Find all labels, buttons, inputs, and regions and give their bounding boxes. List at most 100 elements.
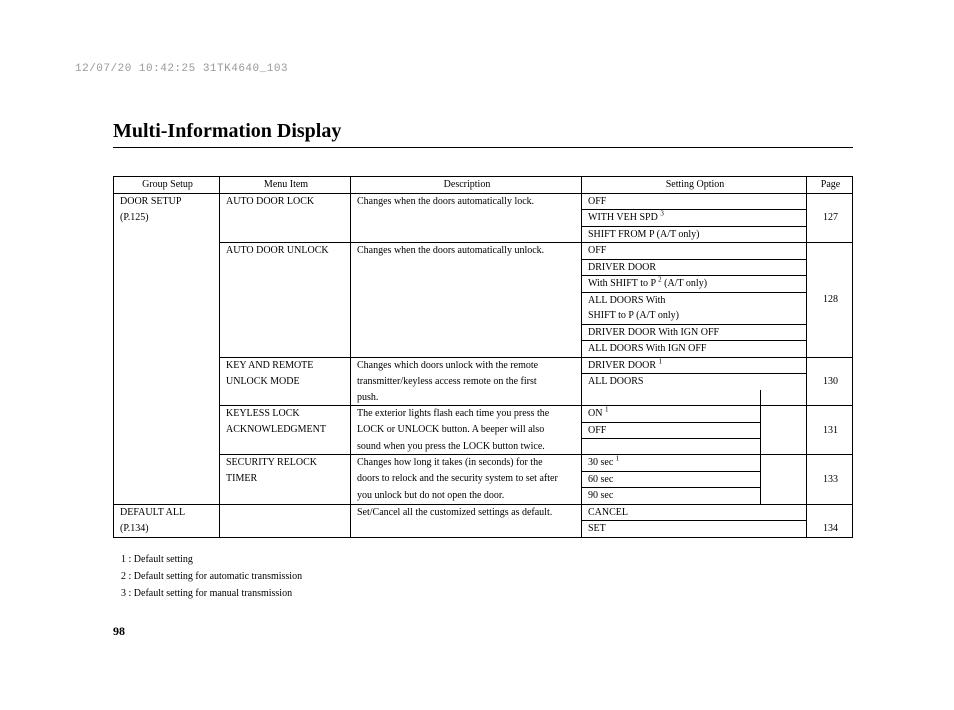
col-header-menu: Menu Item xyxy=(220,177,351,194)
opt-cell: ALL DOORS With IGN OFF xyxy=(582,341,807,358)
group-cell: DOOR SETUP xyxy=(114,193,220,210)
group-cell: DEFAULT ALL xyxy=(114,504,220,521)
opt-cell xyxy=(760,439,807,455)
opt-cell: 30 sec 1 xyxy=(582,455,761,472)
page-cell: 131 xyxy=(807,422,853,439)
page-number: 98 xyxy=(113,624,853,639)
col-header-group: Group Setup xyxy=(114,177,220,194)
page-cell xyxy=(807,439,853,455)
sup: 1 xyxy=(659,357,663,365)
menu-cell: SECURITY RELOCK xyxy=(220,455,351,472)
menu-cell: TIMER xyxy=(220,471,351,488)
table-row: KEY AND REMOTE Changes which doors unloc… xyxy=(114,357,853,374)
opt-cell xyxy=(760,390,807,406)
menu-cell xyxy=(220,308,351,324)
menu-cell xyxy=(220,324,351,341)
table-row: DRIVER DOOR xyxy=(114,259,853,276)
desc-cell xyxy=(351,226,582,243)
opt-cell xyxy=(760,455,807,472)
opt-cell xyxy=(760,406,807,423)
col-header-desc: Description xyxy=(351,177,582,194)
page-cell: 130 xyxy=(807,374,853,390)
desc-cell: Set/Cancel all the customized settings a… xyxy=(351,504,582,521)
menu-cell xyxy=(220,439,351,455)
footnote: 1 : Default setting xyxy=(121,552,853,568)
sup: 1 xyxy=(616,455,620,463)
menu-cell xyxy=(220,488,351,505)
opt-cell: 90 sec xyxy=(582,488,761,505)
opt-text: 30 sec xyxy=(588,457,616,468)
opt-cell: WITH VEH SPD 3 xyxy=(582,210,807,227)
table-row: DOOR SETUP AUTO DOOR LOCK Changes when t… xyxy=(114,193,853,210)
menu-cell xyxy=(220,276,351,293)
table-row: DRIVER DOOR With IGN OFF xyxy=(114,324,853,341)
table-row: you unlock but do not open the door. 90 … xyxy=(114,488,853,505)
desc-cell xyxy=(351,259,582,276)
page-cell: 133 xyxy=(807,471,853,488)
col-header-opt: Setting Option xyxy=(582,177,807,194)
page-cell: 134 xyxy=(807,521,853,538)
page-cell xyxy=(807,259,853,276)
menu-cell xyxy=(220,292,351,308)
desc-cell: transmitter/keyless access remote on the… xyxy=(351,374,582,390)
desc-cell xyxy=(351,521,582,538)
page-cell xyxy=(807,276,853,293)
group-cell xyxy=(114,488,220,505)
desc-cell: The exterior lights flash each time you … xyxy=(351,406,582,423)
desc-cell: Changes when the doors automatically loc… xyxy=(351,193,582,210)
opt-cell: 60 sec xyxy=(582,471,761,488)
table-row: KEYLESS LOCK The exterior lights flash e… xyxy=(114,406,853,423)
page-cell xyxy=(807,193,853,210)
table-row: DEFAULT ALL Set/Cancel all the customize… xyxy=(114,504,853,521)
opt-cell xyxy=(760,471,807,488)
desc-cell: you unlock but do not open the door. xyxy=(351,488,582,505)
desc-cell: push. xyxy=(351,390,582,406)
footnote: 3 : Default setting for manual transmiss… xyxy=(121,586,853,602)
table-row: SHIFT to P (A/T only) xyxy=(114,308,853,324)
menu-cell: KEY AND REMOTE xyxy=(220,357,351,374)
page-cell xyxy=(807,324,853,341)
menu-cell xyxy=(220,226,351,243)
desc-cell: sound when you press the LOCK button twi… xyxy=(351,439,582,455)
page-cell xyxy=(807,504,853,521)
group-cell: (P.125) xyxy=(114,210,220,227)
opt-cell: SET xyxy=(582,521,807,538)
group-cell xyxy=(114,471,220,488)
table-row: ALL DOORS With 128 xyxy=(114,292,853,308)
group-cell xyxy=(114,374,220,390)
menu-cell xyxy=(220,341,351,358)
footnotes: 1 : Default setting 2 : Default setting … xyxy=(121,552,853,602)
table-row: With SHIFT to P 2 (A/T only) xyxy=(114,276,853,293)
page-cell xyxy=(807,357,853,374)
table-row: sound when you press the LOCK button twi… xyxy=(114,439,853,455)
header-timestamp: 12/07/20 10:42:25 31TK4640_103 xyxy=(75,63,288,75)
table-row: UNLOCK MODE transmitter/keyless access r… xyxy=(114,374,853,390)
menu-cell xyxy=(220,390,351,406)
table-row: SECURITY RELOCK Changes how long it take… xyxy=(114,455,853,472)
table-row: push. xyxy=(114,390,853,406)
opt-cell: OFF xyxy=(582,193,807,210)
table-row: (P.125) WITH VEH SPD 3 127 xyxy=(114,210,853,227)
opt-cell: CANCEL xyxy=(582,504,807,521)
settings-table: Group Setup Menu Item Description Settin… xyxy=(113,176,853,538)
group-cell xyxy=(114,308,220,324)
sup: 1 xyxy=(605,406,609,414)
page-cell xyxy=(807,341,853,358)
group-cell xyxy=(114,226,220,243)
desc-cell: Changes how long it takes (in seconds) f… xyxy=(351,455,582,472)
group-cell: (P.134) xyxy=(114,521,220,538)
group-cell xyxy=(114,455,220,472)
page-cell xyxy=(807,488,853,505)
table-row: AUTO DOOR UNLOCK Changes when the doors … xyxy=(114,243,853,260)
desc-cell xyxy=(351,210,582,227)
opt-text: WITH VEH SPD xyxy=(588,212,660,223)
desc-cell xyxy=(351,341,582,358)
group-cell xyxy=(114,276,220,293)
desc-cell xyxy=(351,292,582,308)
group-cell xyxy=(114,439,220,455)
table-row: SHIFT FROM P (A/T only) xyxy=(114,226,853,243)
opt-cell: With SHIFT to P 2 (A/T only) xyxy=(582,276,807,293)
page-cell xyxy=(807,226,853,243)
opt-cell xyxy=(582,439,761,455)
opt-cell xyxy=(760,422,807,439)
